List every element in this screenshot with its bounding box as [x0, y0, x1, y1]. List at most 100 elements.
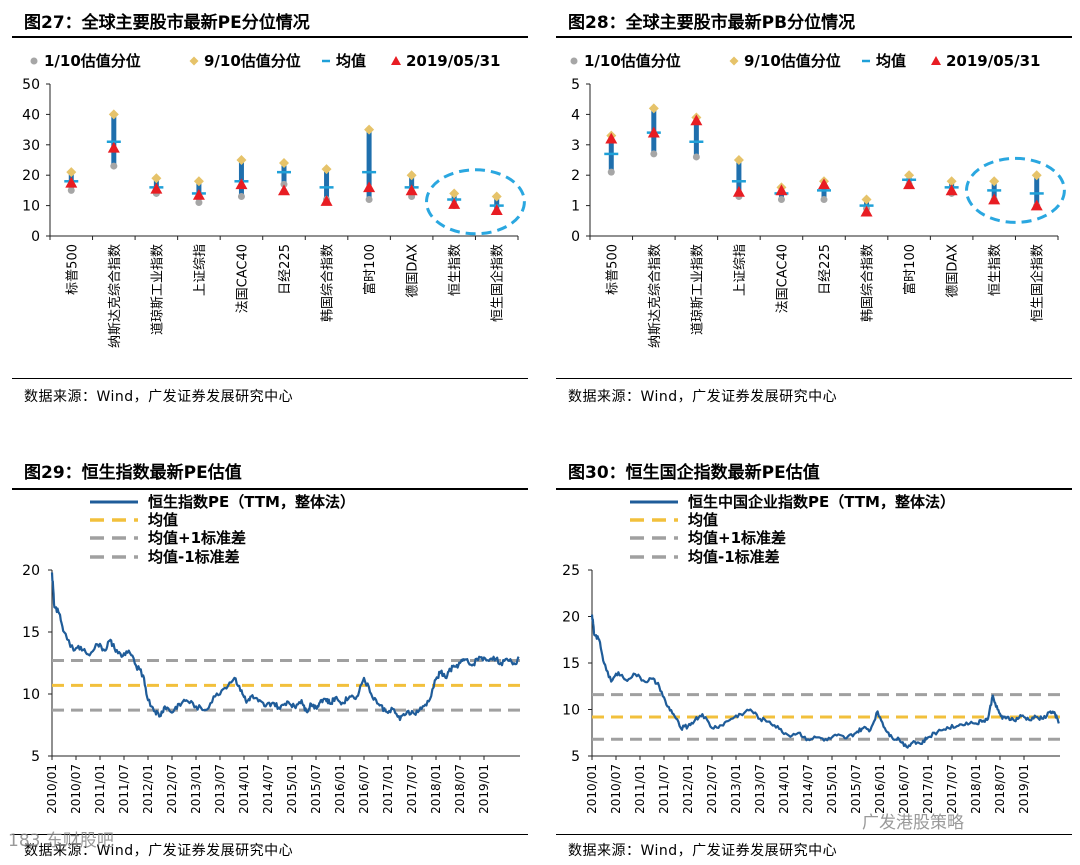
category-label: 纳斯达克综合指数: [648, 244, 663, 348]
legend-label-p90: 9/10估值分位: [204, 52, 301, 70]
x-tick-label: 2017/07: [405, 764, 419, 814]
pe-series-line: [50, 572, 520, 722]
p10-point: [110, 162, 118, 170]
p90-point: [364, 124, 375, 135]
x-tick-label: 2016/01: [873, 764, 887, 814]
p90-point: [491, 191, 502, 202]
panel-fig27: 图27：全球主要股市最新PE分位情况 1/10估值分位 9/10估值分位 均值 201…: [0, 0, 540, 430]
p10-point: [650, 150, 658, 158]
chart-source: 数据来源：Wind，广发证券发展研究中心: [568, 843, 838, 859]
chart-fig27: 1/10估值分位 9/10估值分位 均值 2019/05/31 0 10 20 30 40 50 标…: [22, 52, 526, 348]
y-tick-label: 10: [22, 687, 40, 703]
chart-source: 数据来源：Wind，广发证券发展研究中心: [568, 389, 838, 405]
x-tick-label: 2014/01: [777, 764, 791, 814]
x-tick-label: 2010/01: [45, 764, 59, 814]
category-label: 韩国综合指数: [861, 244, 876, 322]
p90-point: [66, 167, 77, 178]
p90-point: [904, 170, 915, 181]
category-label: 富时100: [902, 244, 918, 295]
y-tick-label: 20: [562, 610, 580, 626]
highlight-circle: [965, 156, 1066, 224]
legend-label-mean: 均值: [148, 511, 178, 529]
latest-point: [320, 195, 333, 206]
y-tick-label: 20: [22, 563, 40, 579]
category-label: 纳斯达克综合指数: [108, 244, 123, 348]
panel-fig29: 图29：恒生指数最新PE估值 恒生指数PE（TTM，整体法） 均值 均值+1标准差均…: [0, 452, 540, 865]
x-tick-label: 2019/01: [1017, 764, 1031, 814]
latest-point: [775, 184, 788, 196]
p90-point: [406, 170, 417, 181]
x-tick-label: 2011/07: [117, 764, 131, 814]
chart-title: 图27：全球主要股市最新PE分位情况: [24, 13, 310, 33]
category-label: 上证综指: [733, 244, 748, 296]
chart-title: 图30：恒生国企指数最新PE估值: [568, 463, 820, 483]
y-tick-label: 1: [571, 199, 580, 215]
chart-title: 图29：恒生指数最新PE估值: [24, 463, 242, 483]
x-tick-label: 2012/07: [705, 764, 719, 814]
y-tick-label: 5: [31, 749, 40, 765]
y-tick-label: 20: [22, 168, 40, 184]
latest-point: [1030, 199, 1043, 211]
latest-point: [605, 132, 618, 144]
x-tick-label: 2011/07: [657, 764, 671, 814]
y-tick-label: 30: [22, 138, 40, 154]
y-tick-label: 40: [22, 107, 40, 123]
x-tick-label: 2013/01: [729, 764, 743, 814]
category-label: 恒生国企指数: [1030, 244, 1046, 322]
source-rule: [12, 834, 528, 835]
latest-point: [818, 178, 830, 190]
title-rule: [556, 36, 1072, 38]
legend-label-p10: 1/10估值分位: [584, 52, 681, 70]
x-tick-label: 2018/07: [993, 764, 1007, 814]
p10-point: [195, 199, 203, 207]
y-tick-label: 10: [562, 703, 580, 719]
latest-point: [192, 188, 205, 200]
title-rule: [12, 488, 528, 490]
legend-label-mean: 均值: [336, 52, 366, 70]
x-tick-label: 2010/07: [69, 764, 83, 814]
p10-point: [365, 196, 373, 204]
category-label: 韩国综合指数: [321, 244, 336, 322]
y-tick-label: 10: [22, 199, 40, 215]
source-rule: [12, 378, 528, 379]
x-tick-label: 2015/07: [309, 764, 323, 814]
x-tick-label: 2016/01: [333, 764, 347, 814]
p90-point: [861, 194, 872, 205]
legend-marker-latest: [391, 56, 401, 65]
x-tick-label: 2014/01: [237, 764, 251, 814]
y-tick-label: 4: [571, 107, 580, 123]
x-tick-label: 2015/01: [825, 764, 839, 814]
watermark-left: 183 东财股吧: [8, 831, 114, 851]
category-label: 恒生指数: [448, 244, 463, 296]
legend-marker-p10: [30, 57, 38, 65]
category-label: 恒生指数: [988, 244, 1003, 296]
x-tick-label: 2013/01: [189, 764, 203, 814]
legend-marker-latest: [931, 56, 941, 65]
p90-point: [193, 176, 204, 187]
legend-marker-p90: [189, 56, 199, 66]
legend-label-pe: 恒生中国企业指数PE（TTM，整体法）: [688, 493, 955, 511]
latest-point: [690, 114, 703, 126]
latest-point: [647, 126, 660, 138]
x-tick-label: 2018/01: [969, 764, 983, 814]
legend-label-plus1sd: 均值+1标准差: [688, 529, 786, 547]
latest-point: [65, 176, 78, 188]
legend-label-p90: 9/10估值分位: [744, 52, 841, 70]
x-tick-label: 2011/01: [93, 764, 107, 814]
title-rule: [556, 488, 1072, 490]
p10-point: [820, 196, 828, 204]
chart-source: 数据来源：Wind，广发证券发展研究中心: [24, 389, 294, 405]
latest-point: [448, 198, 461, 209]
legend-label-minus1sd: 均值-1标准差: [688, 548, 780, 566]
latest-point: [278, 184, 290, 196]
category-label: 富时100: [362, 244, 378, 295]
p90-point: [108, 109, 119, 120]
y-tick-label: 50: [22, 77, 40, 93]
x-tick-label: 2016/07: [897, 764, 911, 814]
x-tick-label: 2010/07: [609, 764, 623, 814]
p10-point: [692, 153, 700, 161]
x-tick-label: 2017/01: [921, 764, 935, 814]
panel-fig28: 图28：全球主要股市最新PB分位情况 1/10估值分位 9/10估值分位 均值 201…: [540, 0, 1080, 430]
